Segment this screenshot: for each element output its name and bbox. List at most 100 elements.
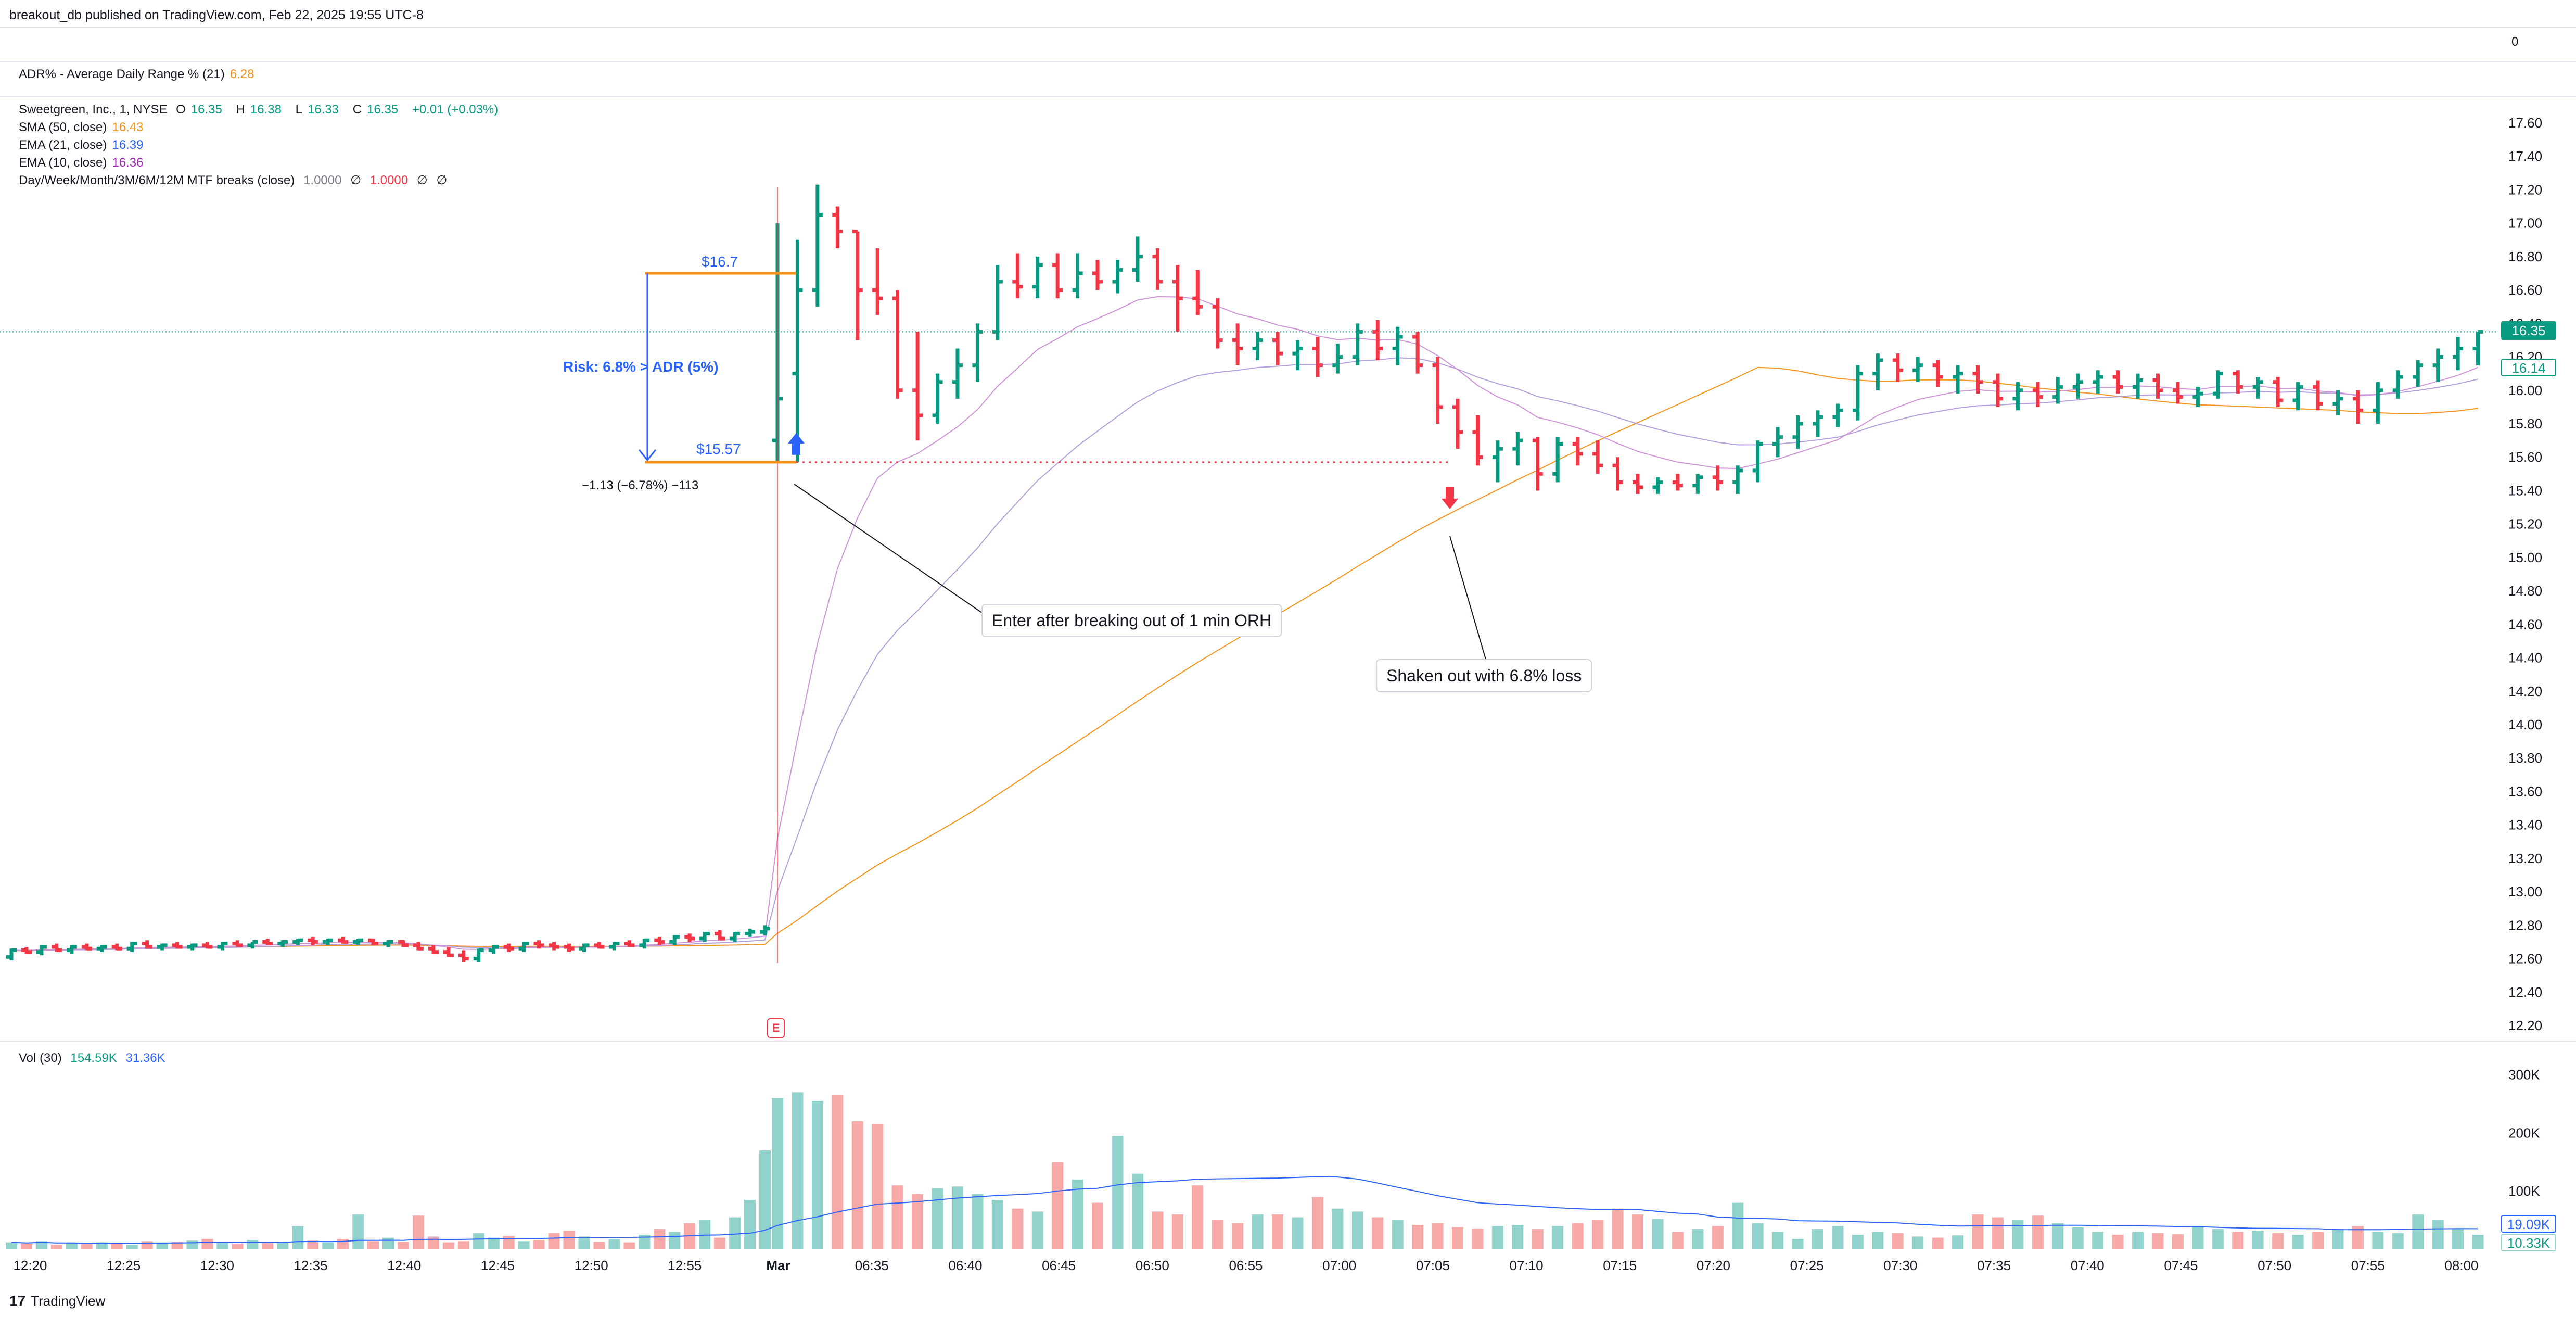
entry-callout[interactable]: Enter after breaking out of 1 min ORH — [981, 604, 1282, 637]
volume-bar — [337, 1238, 349, 1249]
candle — [2453, 337, 2464, 371]
volume-bar — [729, 1217, 741, 1249]
volume-bar — [1832, 1226, 1844, 1249]
candle — [624, 940, 635, 947]
volume-bar — [1972, 1214, 1984, 1249]
candle — [892, 290, 903, 399]
volume-bar — [277, 1242, 289, 1249]
time-tick-label: 06:40 — [948, 1258, 982, 1273]
candle — [639, 938, 650, 949]
time-tick-label: 06:35 — [855, 1258, 889, 1273]
volume-ma-path — [11, 1176, 2478, 1244]
volume-bar — [608, 1238, 620, 1249]
volume-tick-label: 100K — [2508, 1183, 2540, 1199]
candle — [1392, 326, 1403, 365]
adr-value: 6.28 — [229, 67, 254, 81]
candle — [383, 940, 393, 947]
volume-bar — [1012, 1208, 1024, 1249]
volume-bar — [1372, 1217, 1384, 1249]
volume-legend[interactable]: Vol (30) 154.59K 31.36K — [19, 1050, 171, 1066]
price-tick-label: 17.00 — [2508, 216, 2542, 231]
volume-bar — [232, 1243, 244, 1249]
candle — [503, 943, 514, 952]
candle — [1572, 437, 1583, 466]
candle — [2192, 387, 2203, 407]
candle — [1472, 415, 1483, 466]
volume-bar — [991, 1200, 1003, 1249]
sma50-legend[interactable]: SMA (50, close) 16.43 — [19, 120, 148, 135]
volume-bar — [684, 1223, 696, 1249]
candle — [1592, 440, 1603, 474]
ema21-legend[interactable]: EMA (21, close) 16.39 — [19, 137, 148, 153]
tradingview-footer[interactable]: 17 TradingView — [9, 1292, 105, 1310]
candle — [126, 942, 137, 952]
time-tick-label: 07:45 — [2164, 1258, 2198, 1273]
candle — [2072, 373, 2083, 399]
candle — [1112, 260, 1123, 294]
mtf-legend[interactable]: Day/Week/Month/3M/6M/12M MTF breaks (clo… — [19, 173, 452, 188]
volume-bar — [111, 1243, 123, 1249]
candle — [2012, 382, 2023, 411]
volume-bar — [533, 1240, 545, 1249]
candle — [413, 942, 424, 951]
time-tick-label: 08:00 — [2444, 1258, 2478, 1273]
volume-bar — [488, 1237, 500, 1249]
volume-bar — [2192, 1226, 2204, 1249]
volume-bar — [972, 1194, 984, 1249]
time-tick-label: 07:30 — [1883, 1258, 1917, 1273]
candle — [1052, 253, 1063, 299]
candle — [458, 950, 469, 962]
candle — [443, 947, 454, 957]
symbol-name[interactable]: Sweetgreen, Inc., 1, NYSE — [19, 103, 168, 117]
volume-bar — [1952, 1235, 1964, 1249]
time-tick-label: 12:50 — [575, 1258, 608, 1273]
candle — [1992, 373, 2003, 407]
candle — [564, 943, 575, 952]
range-stats-label: −1.13 (−6.78%) −113 — [582, 478, 699, 492]
mtf-value-2: 1.0000 — [369, 173, 409, 187]
price-tick-label: 12.20 — [2508, 1018, 2542, 1033]
volume-bar — [1112, 1136, 1124, 1249]
candle — [1432, 357, 1443, 424]
volume-bar — [201, 1238, 213, 1249]
symbol-legend[interactable]: Sweetgreen, Inc., 1, NYSE O 16.35 H 16.38 … — [19, 102, 503, 118]
candle — [323, 938, 334, 945]
earnings-marker[interactable]: E — [767, 1018, 785, 1038]
time-tick-label: 06:55 — [1229, 1258, 1263, 1273]
candle — [2332, 390, 2343, 415]
volume-bar — [1432, 1223, 1444, 1249]
volume-bar — [1452, 1227, 1464, 1249]
price-tick-label: 14.60 — [2508, 616, 2542, 632]
ema10-legend[interactable]: EMA (10, close) 16.36 — [19, 155, 148, 171]
candle — [792, 239, 803, 462]
candle — [1352, 323, 1363, 365]
volume-bar — [1892, 1233, 1904, 1249]
time-tick-label: 07:35 — [1977, 1258, 2011, 1273]
volume-bar — [1052, 1162, 1064, 1249]
candle — [852, 230, 863, 340]
stop-price-label: $15.57 — [696, 441, 741, 457]
price-tick-label: 13.80 — [2508, 750, 2542, 766]
candle — [1092, 260, 1103, 290]
price-tick-label: 16.60 — [2508, 282, 2542, 298]
mtf-symbol-3: ∅ — [436, 173, 448, 187]
candle — [772, 223, 783, 462]
earnings-marker-label: E — [772, 1021, 780, 1034]
volume-bar — [832, 1095, 844, 1249]
volume-bar — [1031, 1211, 1043, 1249]
volume-ma-line — [11, 1176, 2478, 1244]
volume-bar — [412, 1215, 424, 1249]
price-tick-label: 14.80 — [2508, 583, 2542, 599]
candle — [654, 936, 665, 945]
volume-value-2: 31.36K — [125, 1051, 165, 1065]
candle — [21, 947, 32, 954]
sma50-line — [11, 366, 2478, 952]
candle — [609, 942, 620, 951]
exit-callout[interactable]: Shaken out with 6.8% loss — [1376, 659, 1592, 692]
time-tick-label: 12:30 — [200, 1258, 234, 1273]
volume-bar — [1532, 1229, 1544, 1249]
candle — [1552, 437, 1563, 483]
volume-bar — [307, 1240, 319, 1249]
entry-callout-pointer — [794, 484, 989, 618]
